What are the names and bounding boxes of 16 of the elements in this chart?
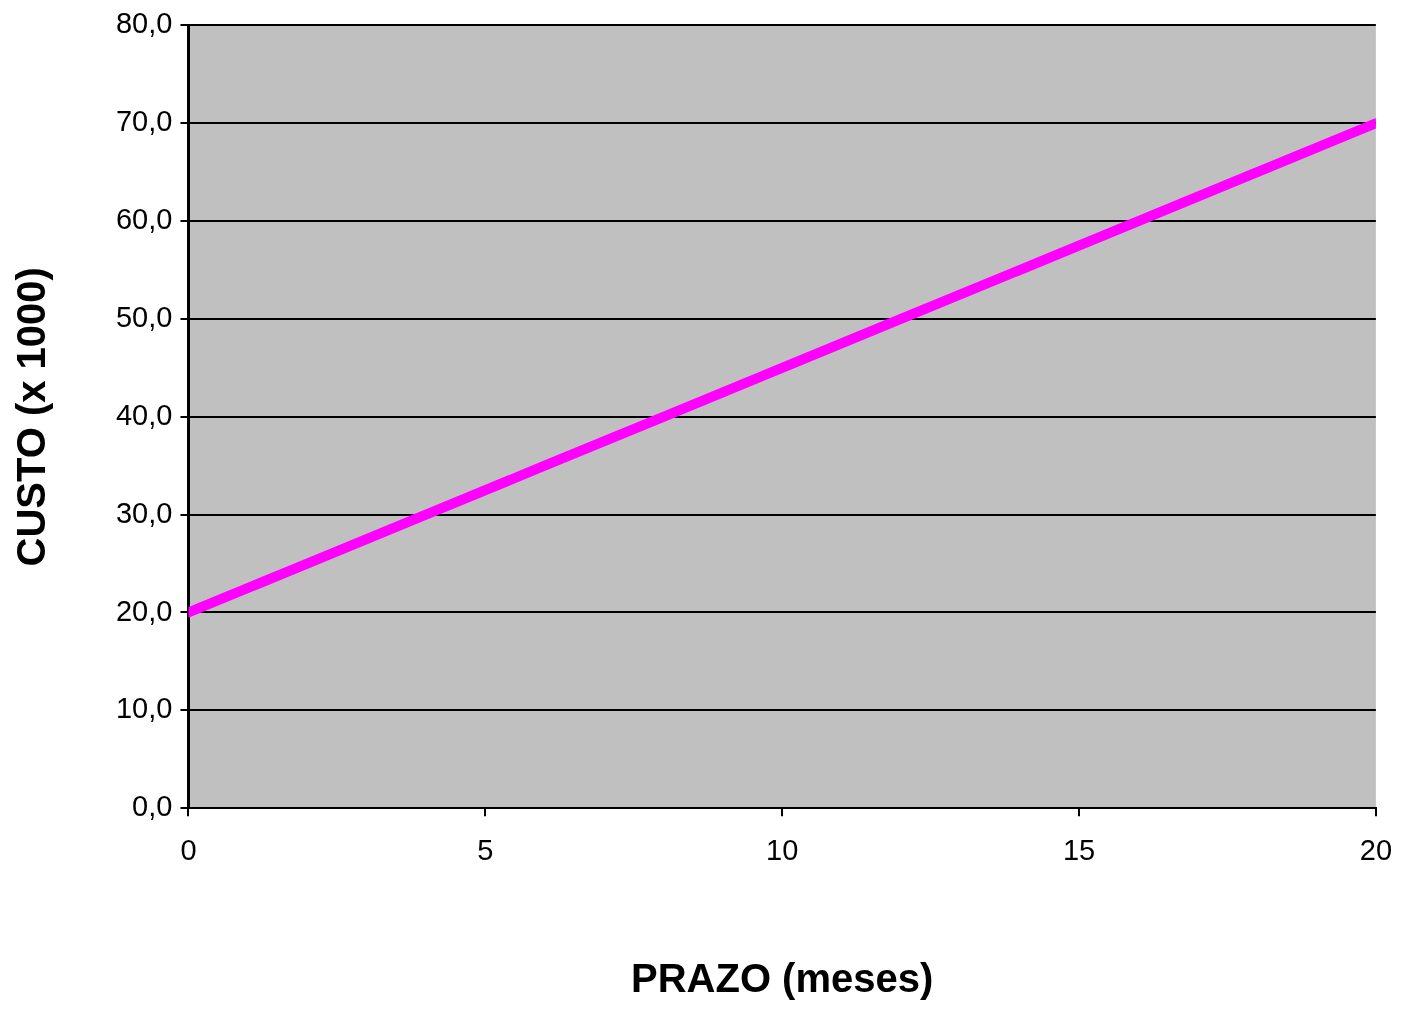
y-tick-label: 30,0 (115, 496, 173, 529)
x-tick-label: 10 (766, 833, 799, 866)
y-tick-label: 20,0 (115, 594, 173, 627)
x-tick-label: 20 (1359, 833, 1392, 866)
y-axis-title: CUSTO (x 1000) (9, 267, 54, 567)
y-tick-label: 10,0 (115, 692, 173, 725)
y-tick-label: 0,0 (132, 790, 173, 823)
x-tick-label: 0 (180, 833, 197, 866)
x-tick-label: 5 (477, 833, 494, 866)
y-tick-label: 50,0 (115, 300, 173, 333)
y-tick-label: 40,0 (115, 398, 173, 431)
x-tick-label: 15 (1062, 833, 1096, 866)
y-tick-label: 70,0 (115, 105, 173, 138)
y-tick-label: 80,0 (115, 7, 173, 40)
y-tick-label: 60,0 (115, 203, 173, 236)
x-axis-title: PRAZO (meses) (631, 956, 934, 1001)
